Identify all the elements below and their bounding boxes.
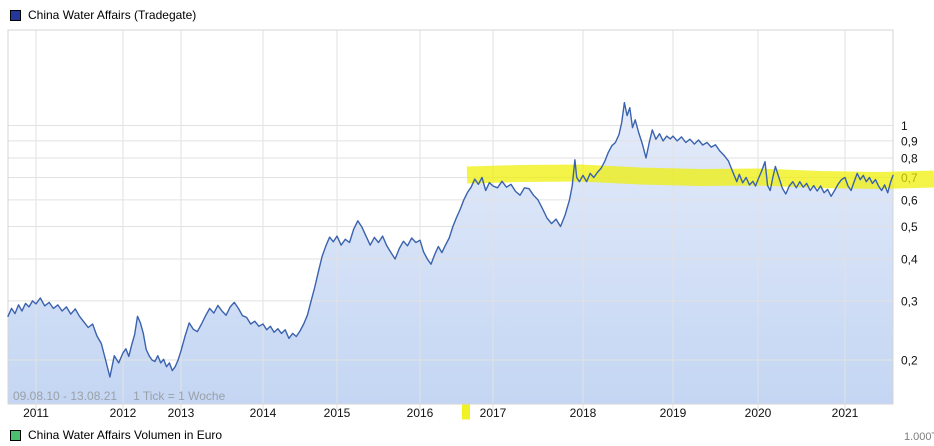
price-series-swatch-icon <box>10 9 21 21</box>
highlight-tick-mark <box>462 404 470 420</box>
chart-legend: China Water Affairs (Tradegate) <box>10 8 196 22</box>
x-axis-year-label: 2017 <box>480 406 507 420</box>
x-axis-year-label: 2012 <box>110 406 137 420</box>
price-area-fill <box>8 102 893 404</box>
tick-unit-label: 1 Tick = 1 Woche <box>133 389 226 403</box>
y-axis-tick-label: 0,6 <box>901 193 918 207</box>
x-axis-year-label: 2013 <box>168 406 195 420</box>
volume-axis-label: 1.000T <box>904 431 934 443</box>
x-axis-year-label: 2018 <box>570 406 597 420</box>
y-axis-tick-label: 0,5 <box>901 220 918 234</box>
y-axis-tick-label: 1 <box>901 119 908 133</box>
volume-legend: China Water Affairs Volumen in Euro <box>10 428 222 442</box>
x-axis-year-label: 2020 <box>745 406 772 420</box>
y-axis-tick-label: 0,2 <box>901 354 918 368</box>
x-axis-year-label: 2014 <box>250 406 277 420</box>
volume-legend-label: China Water Affairs Volumen in Euro <box>28 428 223 442</box>
chart-title: China Water Affairs (Tradegate) <box>28 8 197 22</box>
x-axis-year-label: 2016 <box>407 406 434 420</box>
y-axis-tick-label: 0,9 <box>901 134 918 148</box>
y-axis-tick-label: 0,4 <box>901 253 918 267</box>
x-axis-year-label: 2019 <box>660 406 687 420</box>
x-axis-year-label: 2015 <box>324 406 351 420</box>
x-axis-year-label: 2011 <box>23 406 49 420</box>
plot-border <box>7 29 894 405</box>
date-range-note: 09.08.10 - 13.08.21 1 Tick = 1 Woche <box>13 389 225 403</box>
price-line <box>7 101 894 378</box>
y-axis-tick-label: 0,3 <box>901 294 918 308</box>
volume-series-swatch-icon <box>10 429 21 441</box>
y-axis-tick-label: 0,8 <box>901 152 918 166</box>
x-axis-year-label: 2021 <box>832 406 859 420</box>
date-range-label: 09.08.10 - 13.08.21 <box>13 389 118 403</box>
